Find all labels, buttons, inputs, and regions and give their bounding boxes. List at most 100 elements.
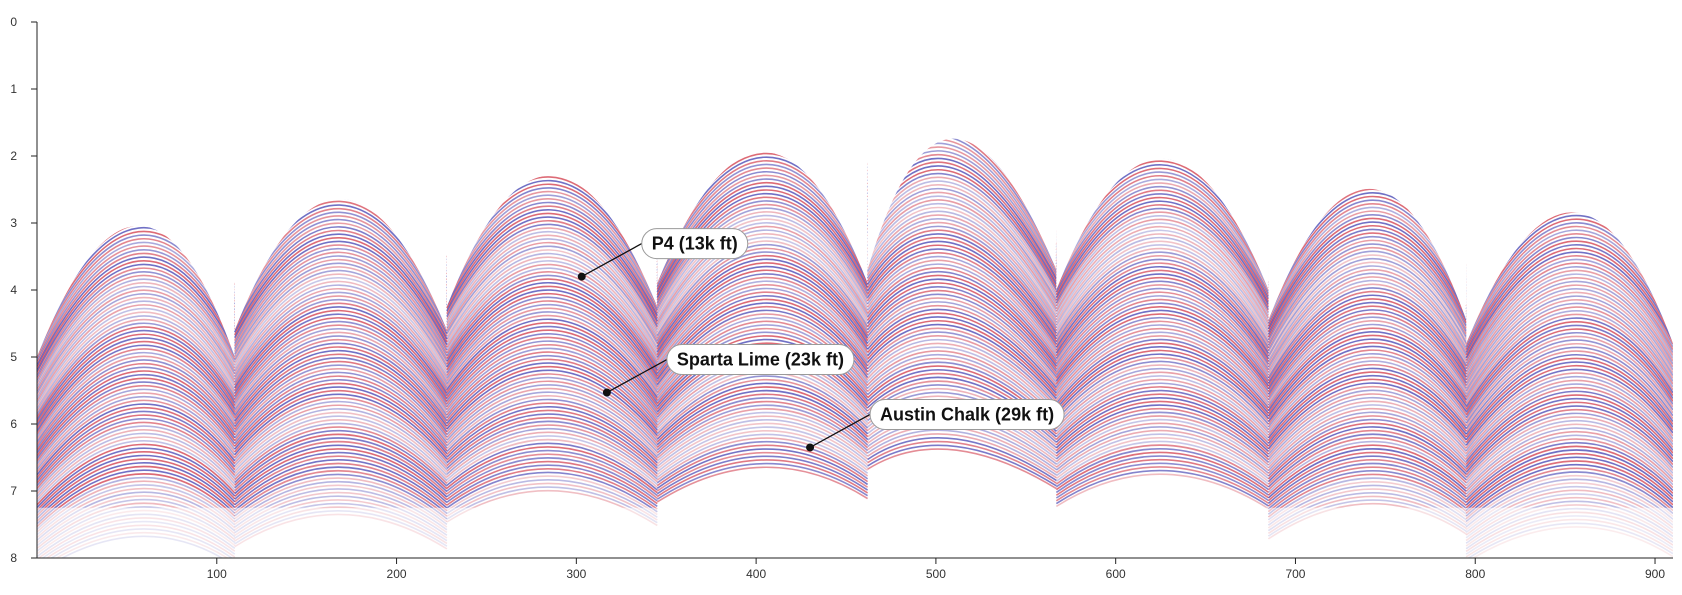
reflector-trace: [1267, 243, 1467, 346]
x-tick-label: 900: [1645, 567, 1665, 581]
reflector-trace: [446, 376, 658, 442]
reflector-trace: [1465, 335, 1673, 422]
reflector-trace: [446, 311, 658, 393]
reflector-trace: [1267, 378, 1467, 447]
reflector-trace: [1055, 389, 1270, 447]
reflector-trace: [1055, 218, 1270, 319]
reflector-trace: [234, 462, 448, 512]
reflector-trace: [446, 333, 658, 409]
reflector-trace: [37, 399, 236, 473]
reflector-trace: [656, 382, 869, 440]
reflector-trace: [37, 469, 236, 525]
reflector-trace: [866, 312, 1057, 392]
reflector-trace: [234, 426, 448, 485]
reflector-trace: [37, 465, 236, 522]
reflector-trace: [1465, 328, 1673, 416]
reflector-trace: [234, 404, 448, 468]
reflector-trace: [866, 237, 1058, 337]
reflector-trace: [656, 386, 869, 443]
reflector-trace: [1267, 363, 1467, 436]
reflector-trace: [1267, 389, 1467, 455]
reflector-trace: [1465, 368, 1673, 446]
reflector-trace: [656, 243, 869, 337]
reflector-trace: [446, 209, 658, 317]
reflector-trace: [446, 347, 658, 420]
reflector-trace: [1055, 273, 1270, 360]
reflector-trace: [1465, 434, 1673, 495]
reflector-trace: [1055, 236, 1270, 333]
reflector-trace: [37, 289, 236, 391]
reflector-trace: [446, 420, 658, 475]
reflector-trace: [867, 444, 1057, 487]
reflector-trace: [1465, 291, 1673, 389]
reflector-trace: [656, 287, 869, 369]
reflector-trace: [1465, 236, 1673, 348]
reflector-trace: [1465, 379, 1673, 454]
reflector-trace: [1055, 215, 1270, 316]
reflector-trace: [37, 293, 236, 394]
reflector-trace: [37, 417, 236, 487]
reflector-trace: [234, 273, 448, 370]
reflector-trace: [1465, 408, 1673, 476]
reflector-trace: [1465, 474, 1673, 525]
reflector-trace: [866, 203, 1058, 312]
reflector-trace: [234, 237, 448, 343]
panel-top-mask: [37, 22, 235, 357]
reflector-trace: [234, 317, 448, 403]
reflector-trace: [37, 388, 236, 465]
reflector-trace: [37, 322, 236, 416]
reflector-trace: [37, 425, 236, 492]
reflector-trace: [234, 386, 448, 455]
reflector-trace: [866, 195, 1058, 307]
reflector-trace: [656, 254, 869, 345]
reflector-trace: [1267, 440, 1467, 494]
reflector-trace: [1055, 189, 1270, 297]
reflector-trace: [1465, 343, 1673, 427]
reflector-trace: [37, 274, 236, 380]
reflector-trace: [1465, 441, 1673, 501]
reflector-trace: [1055, 444, 1269, 488]
reflector-trace: [446, 274, 658, 366]
panel-top-mask: [1466, 22, 1673, 344]
reflector-trace: [1055, 473, 1269, 510]
reflector-trace: [1465, 365, 1673, 443]
reflector-trace: [234, 298, 448, 389]
reflector-trace: [1055, 178, 1270, 289]
reflector-trace: [1267, 239, 1467, 344]
reflector-trace: [1465, 419, 1673, 484]
reflector-trace: [1465, 309, 1673, 402]
reflector-trace: [234, 382, 448, 452]
panel-bottom-fade: [234, 507, 447, 558]
reflector-trace: [1465, 339, 1673, 424]
reflector-trace: [866, 297, 1057, 381]
reflector-trace: [234, 215, 448, 326]
reflector-trace: [446, 424, 658, 477]
reflector-trace: [1267, 382, 1467, 450]
reflector-trace: [37, 318, 236, 413]
reflector-trace: [37, 462, 236, 520]
reflector-trace: [656, 400, 869, 454]
reflector-trace: [234, 331, 448, 414]
panel-bottom-fade: [37, 507, 235, 558]
reflector-trace: [37, 410, 236, 481]
reflector-trace: [446, 340, 658, 415]
reflector-trace: [1055, 397, 1270, 453]
reflector-trace: [37, 355, 236, 440]
reflector-trace: [37, 296, 236, 397]
reflector-trace: [1267, 385, 1467, 453]
reflector-trace: [656, 429, 869, 476]
reflector-trace: [866, 252, 1058, 348]
reflector-trace: [446, 486, 658, 524]
reflector-trace: [1267, 360, 1467, 434]
reflector-trace: [656, 415, 869, 465]
reflector-trace: [1055, 280, 1270, 365]
reflector-trace: [446, 260, 658, 355]
reflector-trace: [1267, 257, 1467, 357]
reflector-trace: [656, 437, 869, 481]
reflector-trace: [1465, 376, 1673, 452]
reflector-trace: [1267, 374, 1467, 444]
reflector-trace: [1055, 226, 1270, 324]
reflector-trace: [446, 369, 658, 437]
reflector-trace: [1267, 320, 1467, 404]
panel-bottom-fade: [1466, 507, 1673, 558]
